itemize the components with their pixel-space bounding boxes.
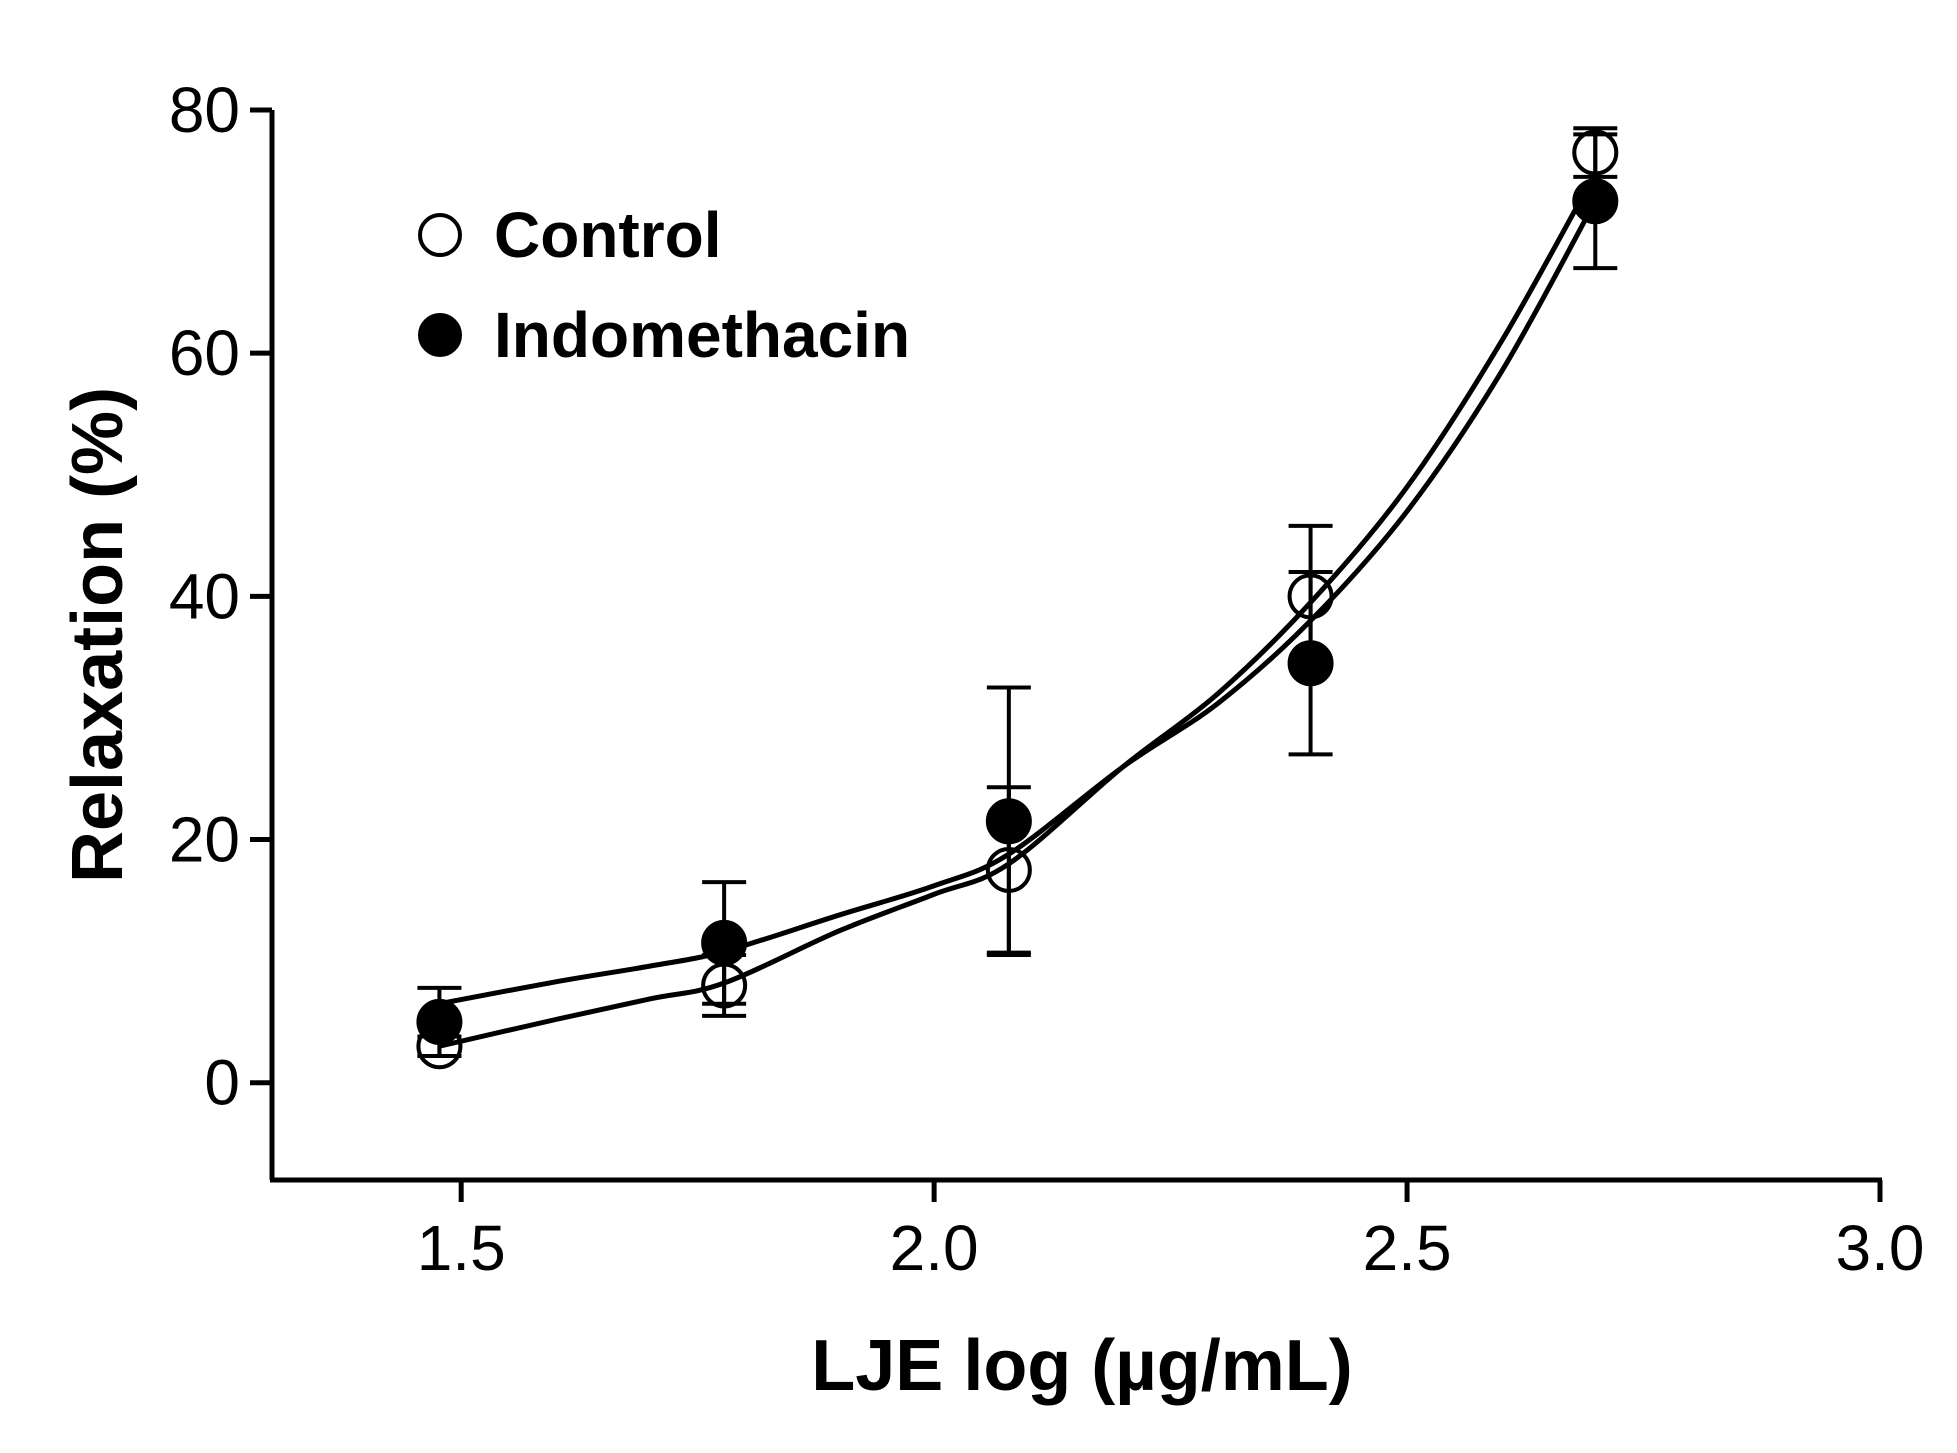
- x-tick-label: 1.5: [417, 1212, 506, 1284]
- data-points: [416, 129, 1619, 1070]
- x-tick-label: 2.0: [890, 1212, 979, 1284]
- x-tick-label: 2.5: [1363, 1212, 1452, 1284]
- point-control: [1572, 129, 1619, 176]
- legend-marker-control: [418, 213, 462, 257]
- x-tick-label: 3.0: [1836, 1212, 1925, 1284]
- legend-marker-indomethacin: [418, 313, 462, 357]
- point-indomethacin: [1287, 640, 1334, 687]
- legend-label-indomethacin: Indomethacin: [494, 299, 910, 371]
- legend: Control Indomethacin: [418, 199, 910, 371]
- legend-label-control: Control: [494, 199, 722, 271]
- point-indomethacin: [985, 798, 1032, 845]
- y-tick-label: 80: [169, 74, 240, 146]
- y-axis-title: Relaxation (%): [58, 387, 138, 883]
- fit-curve-control: [438, 172, 1598, 1049]
- fit-curve-indomethacin: [438, 199, 1598, 1007]
- point-indomethacin: [701, 919, 748, 966]
- point-control: [985, 846, 1032, 893]
- fit-curves: [438, 172, 1598, 1049]
- y-tick-label: 40: [169, 560, 240, 632]
- point-control: [701, 962, 748, 1009]
- y-tick-label: 20: [169, 804, 240, 876]
- point-control: [1287, 573, 1334, 620]
- x-axis-title: LJE log (µg/mL): [811, 1326, 1352, 1406]
- point-indomethacin: [1572, 178, 1619, 225]
- point-indomethacin: [416, 998, 463, 1045]
- y-tick-label: 60: [169, 317, 240, 389]
- axes: 0 20 40 60 80 1.5 2.0 2.5 3.0: [169, 74, 1925, 1284]
- y-tick-label: 0: [204, 1047, 240, 1119]
